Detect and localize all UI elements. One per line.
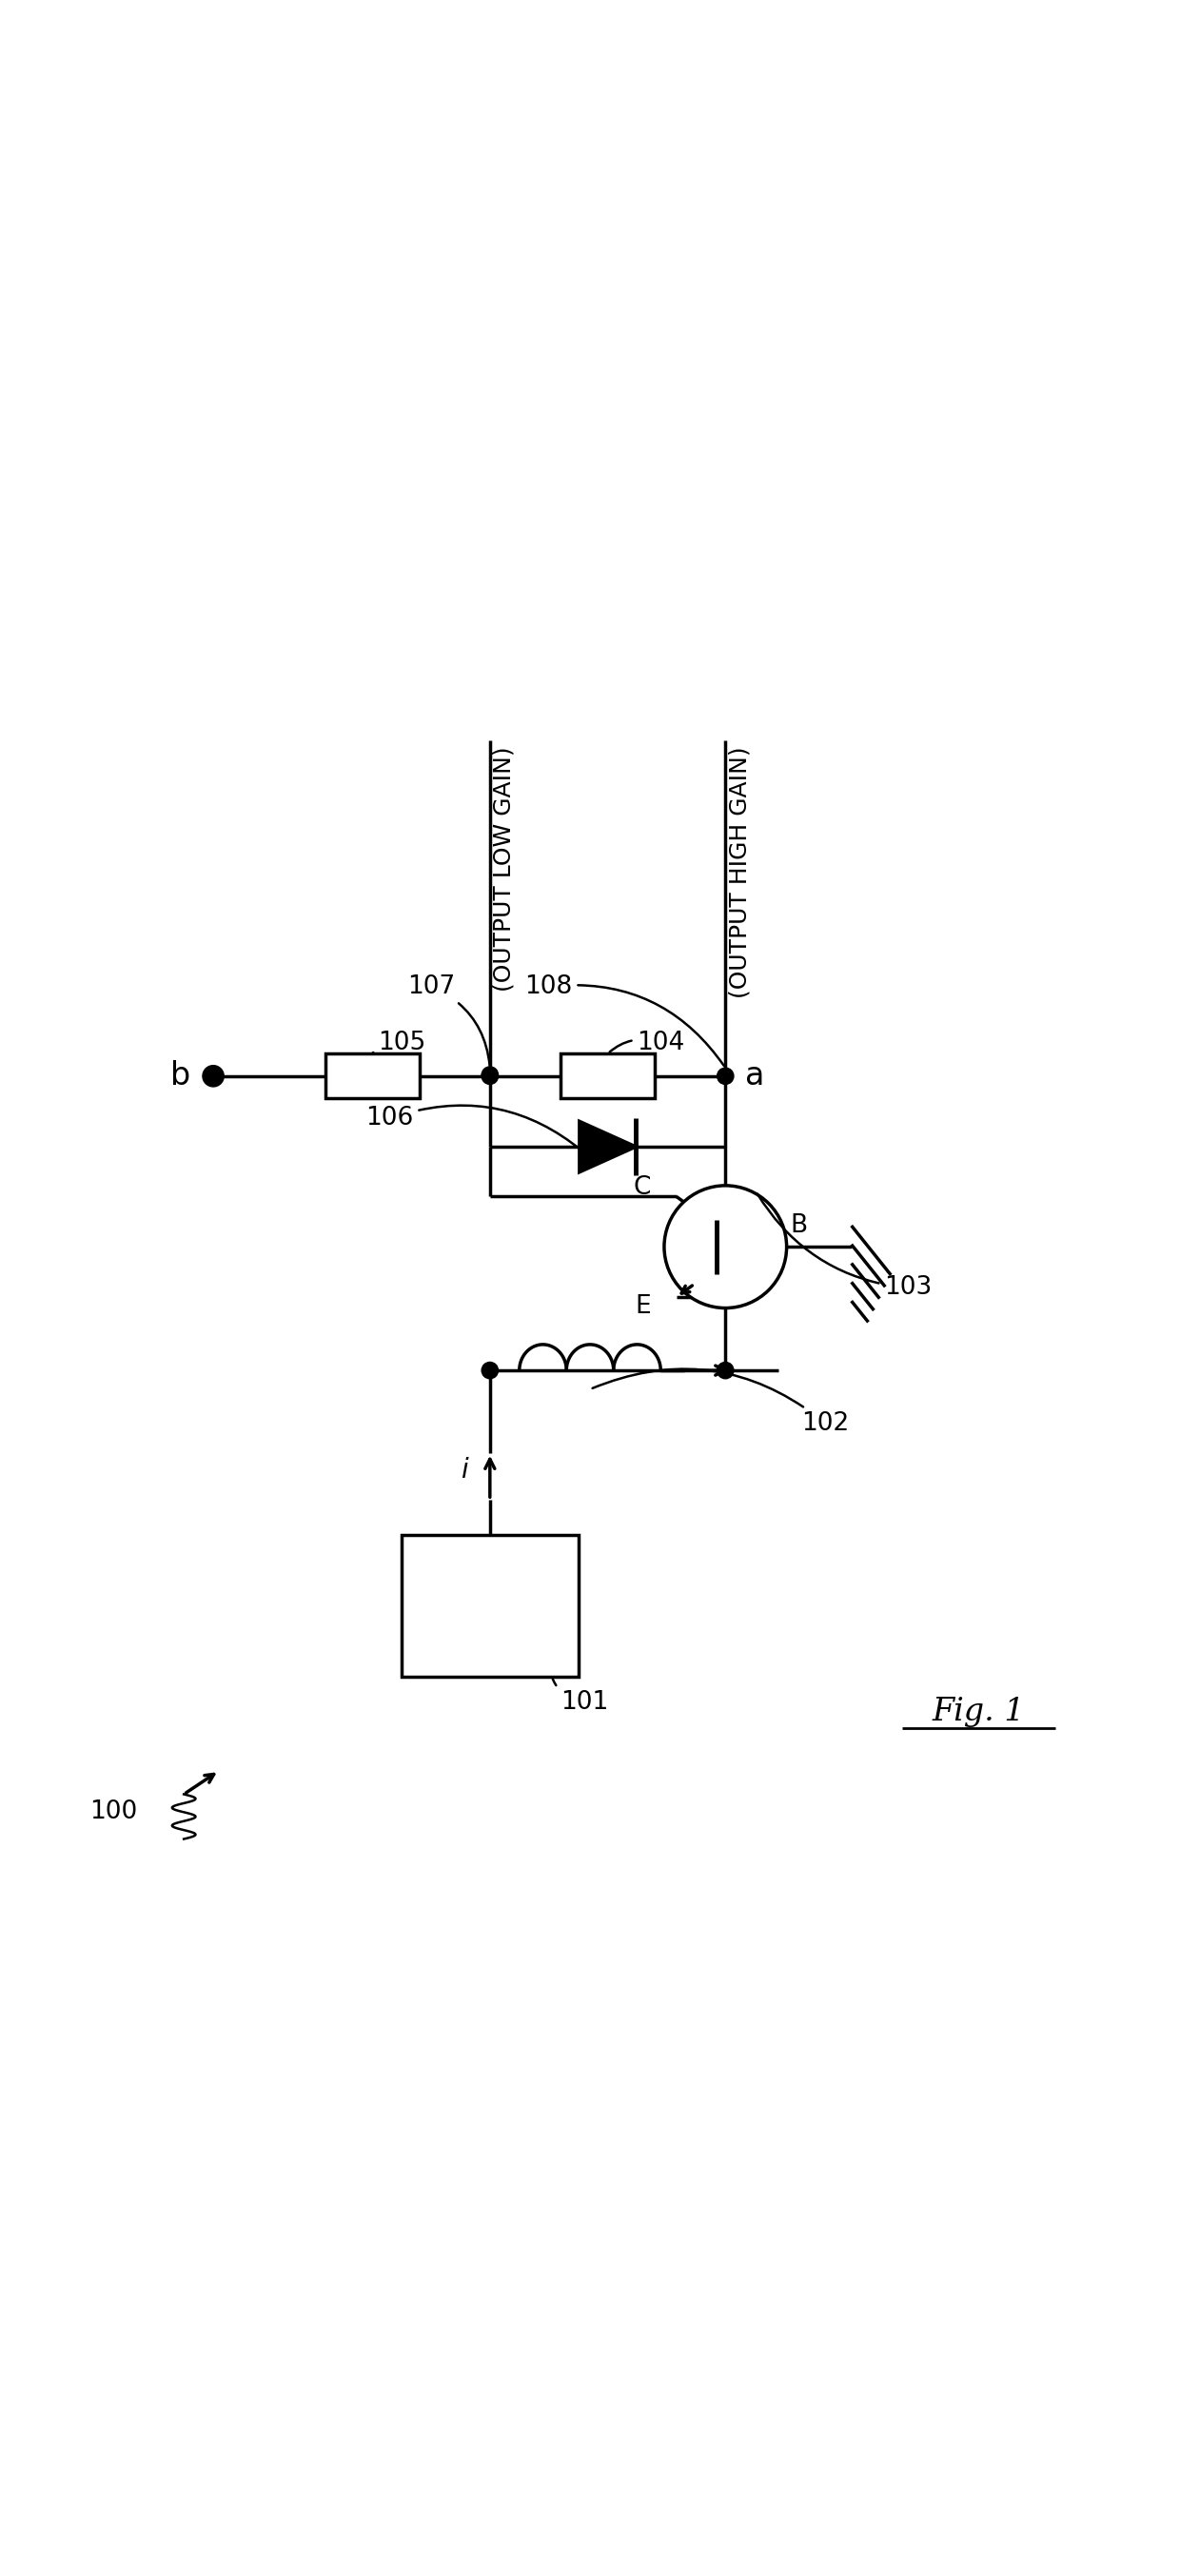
Polygon shape	[579, 1121, 636, 1172]
Text: (OUTPUT HIGH GAIN): (OUTPUT HIGH GAIN)	[728, 747, 750, 999]
Text: 102: 102	[592, 1368, 850, 1435]
Circle shape	[664, 1185, 787, 1309]
Text: C: C	[632, 1175, 650, 1200]
Text: 101: 101	[552, 1680, 608, 1716]
Text: 106: 106	[366, 1105, 591, 1159]
Circle shape	[203, 1066, 224, 1087]
Bar	[326, 1054, 419, 1097]
Text: 100: 100	[90, 1801, 137, 1824]
Text: Fig. 1: Fig. 1	[932, 1698, 1025, 1726]
Text: E: E	[635, 1293, 650, 1319]
Text: 107: 107	[407, 974, 490, 1066]
Text: i: i	[460, 1458, 467, 1484]
Circle shape	[717, 1363, 734, 1378]
Bar	[401, 1535, 578, 1677]
Text: a: a	[745, 1061, 765, 1092]
Text: 103: 103	[758, 1193, 932, 1301]
Text: 108: 108	[525, 974, 723, 1066]
Circle shape	[481, 1069, 498, 1084]
Text: (OUTPUT LOW GAIN): (OUTPUT LOW GAIN)	[492, 747, 516, 992]
Bar	[560, 1054, 655, 1097]
Text: b: b	[170, 1061, 190, 1092]
Text: 105: 105	[372, 1030, 426, 1056]
Circle shape	[481, 1066, 498, 1082]
Text: B: B	[791, 1213, 807, 1239]
Circle shape	[481, 1363, 498, 1378]
Circle shape	[717, 1069, 734, 1084]
Text: 104: 104	[610, 1030, 684, 1056]
